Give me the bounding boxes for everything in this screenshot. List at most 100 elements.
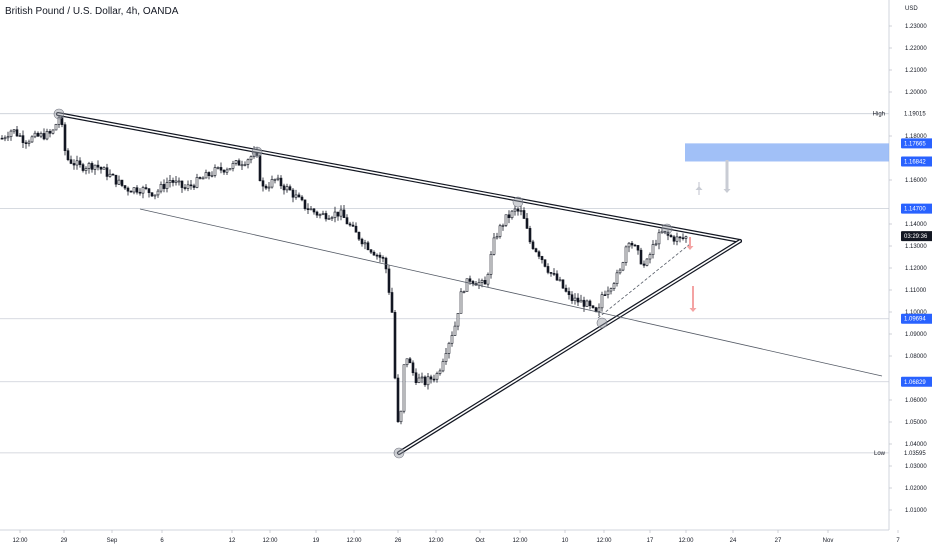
candle-body bbox=[408, 358, 412, 364]
price-tag-bg bbox=[901, 156, 932, 167]
candle-body bbox=[342, 209, 346, 218]
candle-body bbox=[369, 249, 373, 253]
y-tick-label: 1.23000 bbox=[905, 24, 927, 30]
candle-body bbox=[582, 299, 586, 307]
x-tick-label: 12:00 bbox=[428, 538, 444, 544]
candle-body bbox=[21, 135, 25, 143]
supply-zone bbox=[685, 143, 889, 162]
candle-body bbox=[357, 231, 361, 240]
candle-body bbox=[327, 218, 331, 220]
candle-body bbox=[471, 281, 475, 284]
pivot-marker bbox=[393, 447, 405, 459]
x-tick-label: Nov bbox=[823, 538, 834, 544]
price-tag-value: 03:29:36 bbox=[904, 234, 928, 240]
price-tag-bg bbox=[901, 313, 932, 324]
candle-body bbox=[489, 253, 493, 275]
candle-body bbox=[69, 159, 73, 164]
y-unit-label: USD bbox=[905, 6, 918, 12]
x-tick-label: 19 bbox=[313, 538, 320, 544]
candle-body bbox=[576, 297, 580, 303]
candle-body bbox=[615, 272, 619, 284]
candle-body bbox=[453, 325, 457, 336]
candle-body bbox=[492, 237, 496, 255]
candle-body bbox=[579, 299, 583, 303]
candle-body bbox=[510, 210, 514, 219]
price-tag-bg bbox=[901, 376, 932, 387]
candle-body bbox=[96, 164, 100, 168]
pivot-marker bbox=[53, 108, 65, 120]
price-tag-bg bbox=[901, 231, 932, 242]
candle-body bbox=[384, 257, 388, 270]
candle-body bbox=[207, 172, 211, 176]
y-tick-label: 1.06000 bbox=[905, 398, 927, 404]
candle-body bbox=[564, 287, 568, 292]
candle-body bbox=[543, 259, 547, 267]
candle-body bbox=[438, 370, 442, 374]
price-tag-bg bbox=[901, 138, 932, 149]
x-tick-label: Sep bbox=[107, 538, 118, 544]
y-tick-label: 1.02000 bbox=[905, 486, 927, 492]
candle-body bbox=[264, 185, 268, 189]
candle-body bbox=[468, 278, 472, 282]
candle-body bbox=[405, 358, 409, 366]
candle-body bbox=[534, 248, 538, 253]
candle-body bbox=[504, 214, 508, 226]
candle-body bbox=[465, 278, 469, 292]
y-tick-label: 1.09000 bbox=[905, 332, 927, 338]
candle-body bbox=[93, 164, 97, 170]
candle-body bbox=[627, 242, 631, 248]
candle-body bbox=[213, 167, 217, 176]
candle-body bbox=[675, 236, 679, 242]
candle-body bbox=[417, 377, 421, 383]
candle-body bbox=[546, 266, 550, 273]
candle-body bbox=[345, 217, 349, 225]
candle-body bbox=[321, 213, 325, 215]
candle-body bbox=[330, 217, 334, 219]
x-tick-label: 6 bbox=[160, 538, 164, 544]
candle-body bbox=[549, 272, 553, 274]
y-tick-label: 1.04000 bbox=[905, 442, 927, 448]
price-tag-bg bbox=[901, 447, 932, 458]
chart-title: British Pound / U.S. Dollar, 4h, OANDA bbox=[5, 6, 179, 17]
candle-body bbox=[219, 167, 223, 171]
candle-body bbox=[240, 164, 244, 167]
candle-body bbox=[600, 294, 604, 309]
candle-body bbox=[378, 254, 382, 258]
y-tick-label: 1.16000 bbox=[905, 178, 927, 184]
candle-body bbox=[648, 254, 652, 260]
candle-body bbox=[156, 190, 160, 196]
candle-body bbox=[507, 214, 511, 219]
candle-body bbox=[462, 291, 466, 293]
candle-body bbox=[228, 167, 232, 171]
candle-body bbox=[300, 196, 304, 201]
candle-body bbox=[87, 163, 91, 169]
candle-body bbox=[636, 245, 640, 251]
candle-body bbox=[186, 184, 190, 189]
price-tag-name: High bbox=[873, 112, 885, 118]
candle-body bbox=[372, 251, 376, 256]
candle-body bbox=[51, 129, 55, 134]
candle-body bbox=[63, 124, 67, 152]
candle-body bbox=[150, 192, 154, 197]
candle-body bbox=[411, 362, 415, 374]
red-arrow-down-head bbox=[686, 246, 694, 250]
candle-body bbox=[618, 269, 622, 274]
pivot-marker bbox=[251, 146, 263, 158]
y-tick-label: 1.05000 bbox=[905, 420, 927, 426]
candle-body bbox=[633, 244, 637, 247]
red-arrow-down-2-head bbox=[689, 308, 697, 312]
candle-body bbox=[198, 177, 202, 179]
x-tick-label: 7 bbox=[896, 538, 900, 544]
candle-body bbox=[333, 211, 337, 218]
candle-body bbox=[597, 307, 601, 313]
candle-body bbox=[153, 194, 157, 197]
candle-body bbox=[114, 174, 118, 185]
pivot-marker bbox=[596, 317, 608, 329]
price-tag-value: 1.16842 bbox=[904, 159, 926, 165]
candle-body bbox=[354, 225, 358, 233]
price-tag-value: 1.14700 bbox=[904, 207, 926, 213]
candle-body bbox=[9, 130, 13, 137]
candle-body bbox=[486, 274, 490, 285]
candle-body bbox=[483, 280, 487, 285]
y-tick-label: 1.21000 bbox=[905, 68, 927, 74]
